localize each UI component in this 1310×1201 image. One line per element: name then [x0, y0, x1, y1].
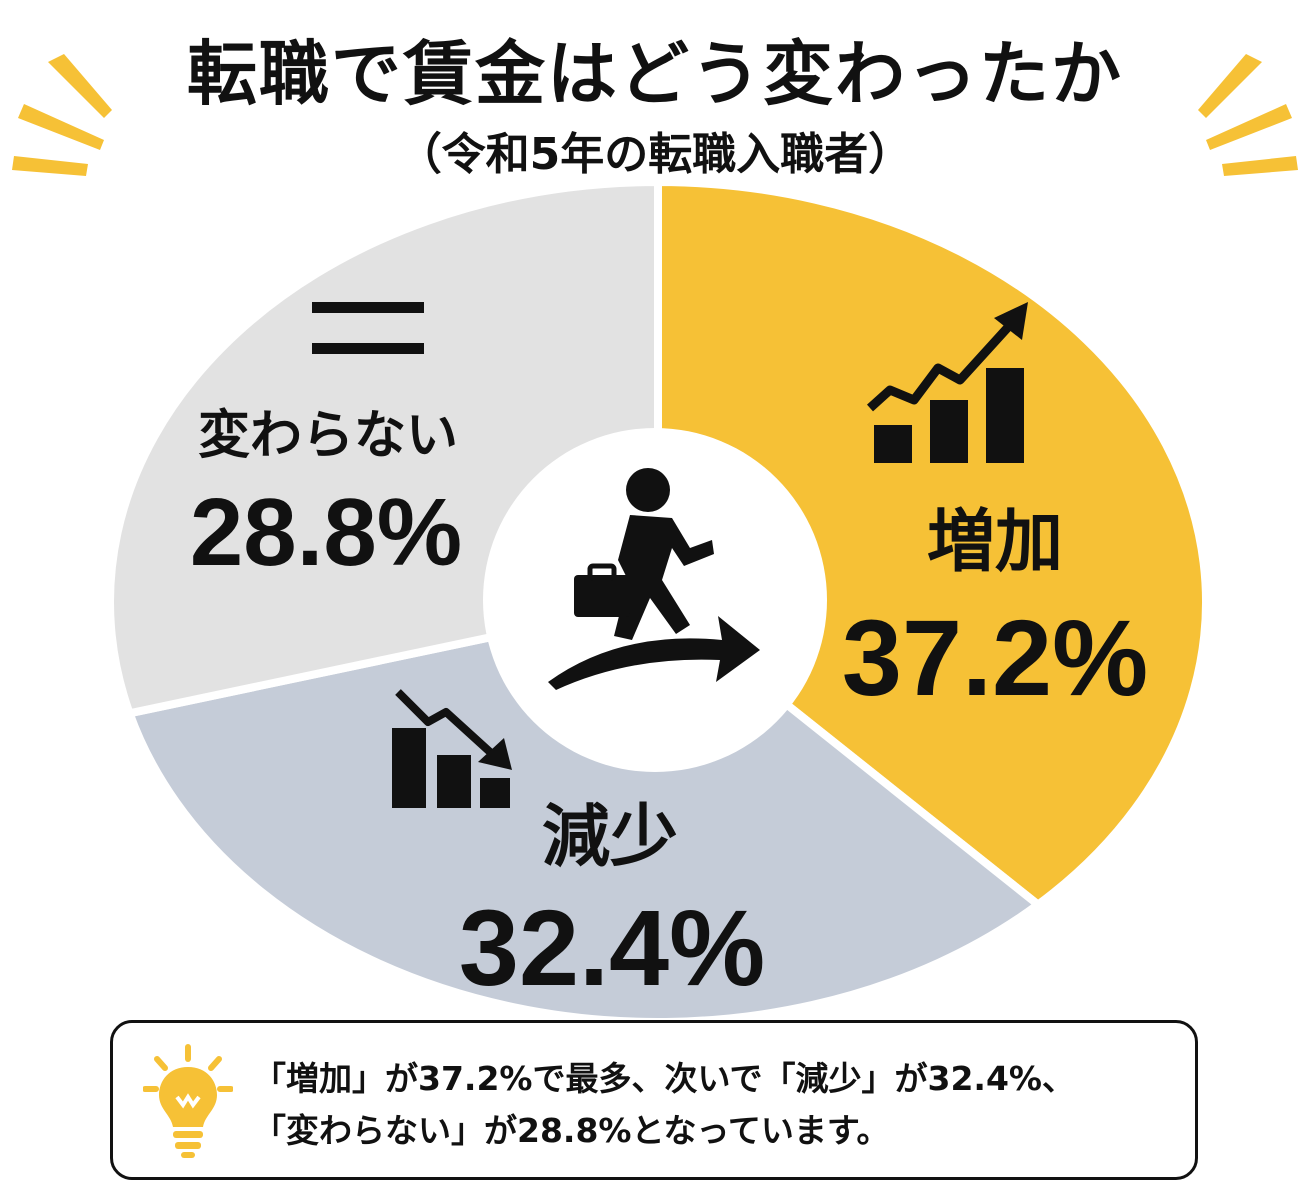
summary-note: 「増加」が37.2%で最多、次いで「減少」が32.4%、 「変わらない」が28.… [110, 1020, 1198, 1180]
pie-slice-increase [654, 177, 1210, 910]
falling-bar-chart-icon [392, 689, 512, 808]
rising-bar-chart-icon [866, 302, 1028, 463]
sparkle-right-icon [1198, 54, 1298, 176]
chart-subtitle: （令和5年の転職入職者） [397, 129, 913, 180]
slice-value-increase: 37.2% [842, 597, 1148, 718]
chart-title: 転職で賃金はどう変わったか [187, 33, 1123, 115]
lightbulb-icon [143, 1044, 233, 1158]
slice-value-decrease: 32.4% [459, 887, 765, 1008]
sparkle-left-icon [12, 54, 112, 176]
slice-label-increase: 増加 [927, 503, 1063, 582]
pie-slice-decrease [124, 597, 1045, 1026]
summary-text: 「増加」が37.2%で最多、次いで「減少」が32.4%、 「変わらない」が28.… [253, 1059, 1075, 1150]
equals-icon [312, 302, 424, 354]
walking-businessman-icon [548, 468, 760, 690]
slice-value-same: 28.8% [190, 479, 462, 586]
slice-label-same: 変わらない [198, 406, 458, 466]
slice-label-decrease: 減少 [542, 798, 678, 877]
